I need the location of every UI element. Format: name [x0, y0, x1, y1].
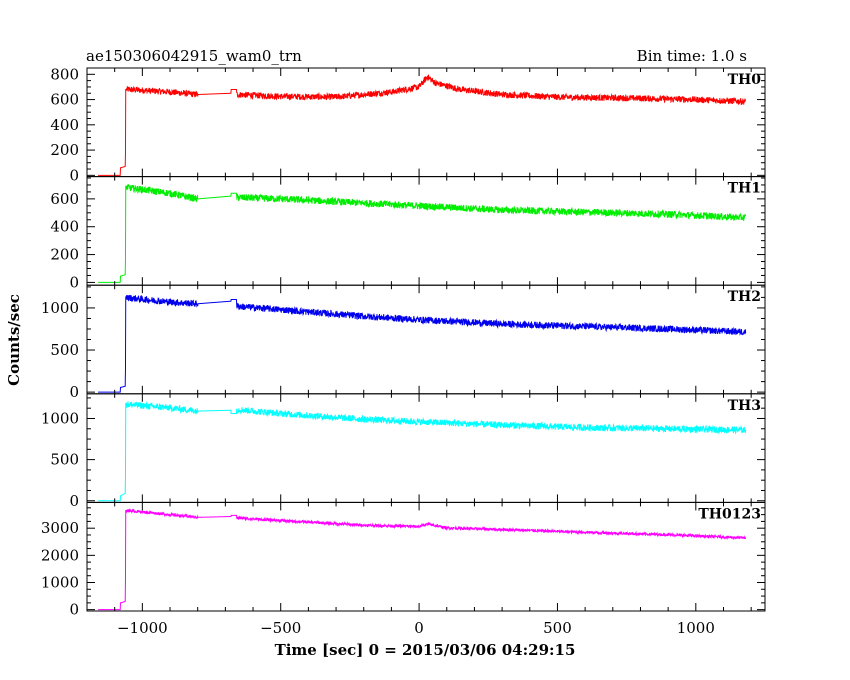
y-tick-label: 0 [69, 166, 79, 184]
x-tick-label: 1000 [677, 619, 715, 637]
y-tick-label: 500 [50, 341, 79, 359]
y-tick-label: 3000 [41, 519, 79, 537]
x-tick-label: 0 [414, 619, 424, 637]
series-label-th1: TH1 [728, 181, 761, 197]
bin-time-label: Bin time: 1.0 s [637, 47, 747, 65]
x-tick-label: −500 [260, 619, 301, 637]
panel-frame [86, 501, 766, 612]
series-line-th0 [98, 74, 746, 176]
y-tick-label: 1000 [41, 409, 79, 427]
y-tick-label: 200 [50, 246, 79, 264]
y-tick-label: 0 [69, 601, 79, 619]
series-label-th2: TH2 [728, 289, 761, 305]
panel-frame [86, 176, 766, 286]
y-axis-label: Counts/sec [5, 294, 23, 386]
chart-title: ae150306042915_wam0_trn [86, 47, 302, 65]
y-tick-label: 400 [50, 218, 79, 236]
y-tick-label: 0 [69, 273, 79, 291]
y-tick-label: 0 [69, 492, 79, 510]
y-tick-label: 2000 [41, 546, 79, 564]
y-tick-label: 200 [50, 141, 79, 159]
x-tick-label: −1000 [117, 619, 168, 637]
y-tick-label: 800 [50, 65, 79, 83]
series-line-th3 [98, 401, 747, 502]
panels-group: 0 200 400 600 800 TH0 0 200 400 600 TH1 0 500 1000 TH2… [41, 65, 766, 637]
series-label-th0123: TH0123 [698, 506, 761, 522]
series-line-th0123 [98, 508, 747, 611]
panel-frame [86, 67, 766, 178]
series-label-th0: TH0 [728, 72, 762, 88]
series-label-th3: TH3 [728, 398, 761, 414]
y-tick-label: 0 [69, 383, 79, 401]
y-tick-label: 600 [50, 91, 79, 109]
series-line-th1 [98, 184, 747, 283]
y-tick-label: 1000 [41, 299, 79, 317]
x-axis-label: Time [sec] 0 = 2015/03/06 04:29:15 [275, 641, 576, 659]
y-tick-label: 600 [50, 190, 79, 208]
y-tick-label: 500 [50, 451, 79, 469]
x-tick-label: 500 [543, 619, 572, 637]
y-tick-label: 1000 [41, 573, 79, 591]
y-tick-label: 400 [50, 116, 79, 134]
series-line-th2 [98, 294, 747, 393]
